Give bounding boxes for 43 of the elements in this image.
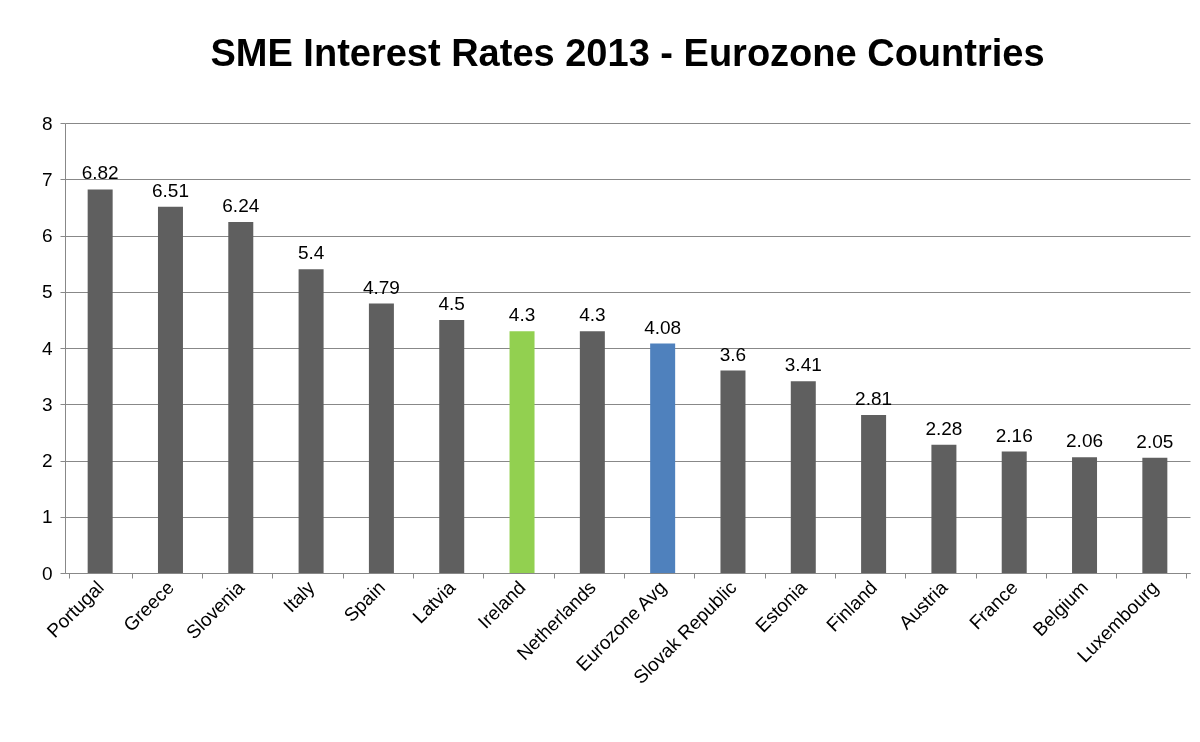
y-tick-label: 6 (41, 225, 53, 246)
x-tick-label: Italy (279, 576, 320, 617)
bar (157, 206, 183, 573)
bar (579, 331, 605, 573)
bar (861, 414, 887, 573)
y-tick-label: 4 (41, 337, 53, 359)
data-label: 6.51 (151, 179, 189, 201)
data-label: 4.5 (438, 292, 465, 314)
data-label: 4.3 (579, 304, 606, 326)
bar (439, 319, 465, 573)
y-tick-label: 5 (41, 281, 53, 303)
data-label: 3.6 (719, 343, 747, 365)
y-tick-label: 8 (41, 112, 53, 134)
bar (1001, 451, 1027, 573)
data-label: 3.41 (784, 354, 822, 376)
y-tick-label: 1 (41, 506, 53, 528)
bar (87, 189, 113, 573)
bar (368, 303, 394, 573)
bar (1142, 457, 1168, 573)
data-label: 2.06 (1066, 430, 1104, 452)
y-tick-label: 2 (41, 450, 53, 471)
data-label: 4.08 (644, 316, 682, 338)
bar (228, 222, 254, 573)
chart-title: SME Interest Rates 2013 - Eurozone Countries (210, 32, 1045, 74)
data-label: 4.79 (362, 276, 400, 298)
data-label: 2.16 (995, 424, 1033, 446)
data-label: 2.05 (1136, 430, 1174, 452)
bar (1072, 457, 1098, 573)
y-tick-label: 7 (41, 168, 53, 190)
bar (720, 370, 746, 573)
data-label: 2.28 (925, 417, 963, 439)
data-label: 4.3 (508, 304, 536, 326)
y-tick-label: 3 (41, 393, 53, 415)
data-label: 6.24 (222, 195, 260, 216)
bar (931, 444, 957, 573)
bar (790, 381, 816, 573)
bar (298, 269, 324, 573)
data-label: 2.81 (855, 387, 893, 409)
data-label: 6.82 (81, 162, 119, 184)
y-tick-label: 0 (41, 562, 53, 584)
data-label: 5.4 (297, 242, 325, 264)
bar (650, 343, 676, 573)
bar (509, 331, 535, 573)
